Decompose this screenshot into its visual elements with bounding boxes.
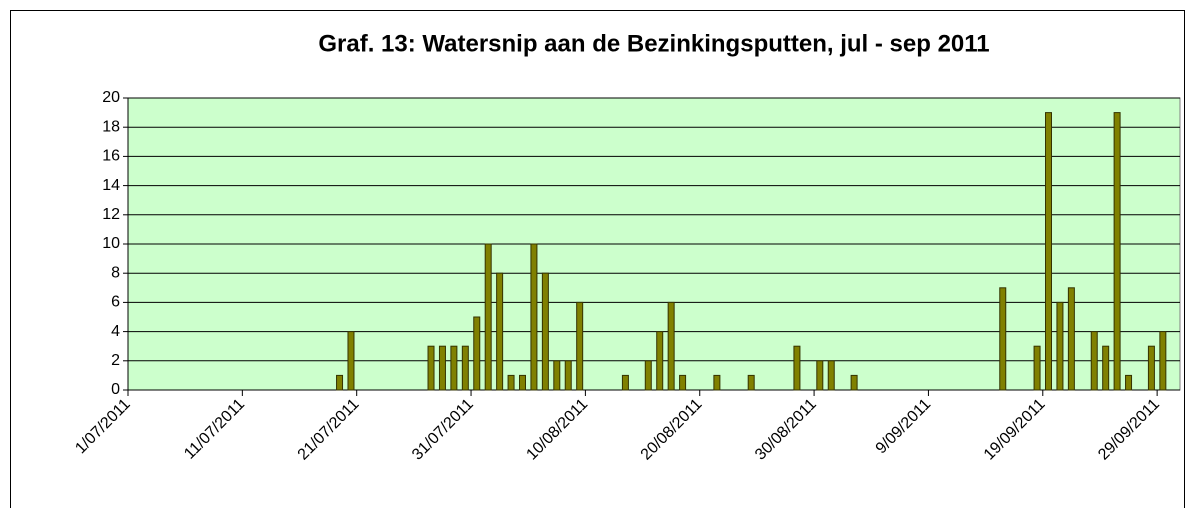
bar	[484, 243, 492, 391]
bar	[621, 374, 629, 391]
bar	[713, 374, 721, 391]
bar	[999, 287, 1007, 391]
y-tick-label: 2	[111, 352, 120, 369]
bar	[530, 243, 538, 391]
bar	[519, 374, 526, 391]
bar	[656, 331, 664, 391]
y-tick-label: 14	[102, 177, 120, 194]
y-tick-label: 20	[102, 89, 120, 106]
bar	[1090, 331, 1098, 391]
bar	[427, 345, 435, 391]
bar	[793, 345, 801, 391]
bar	[1147, 345, 1155, 391]
bar	[1033, 345, 1041, 391]
bar	[1159, 331, 1167, 391]
y-tick-label: 18	[102, 118, 120, 135]
bar	[1125, 374, 1133, 391]
y-tick-label: 10	[102, 235, 120, 252]
bar	[496, 272, 504, 391]
bar	[747, 374, 755, 391]
bar	[553, 360, 561, 391]
y-tick-label: 4	[111, 323, 120, 340]
bar	[507, 374, 515, 391]
y-tick-label: 6	[111, 294, 120, 311]
bar	[347, 331, 355, 391]
y-tick-label: 0	[111, 381, 120, 398]
bar	[1067, 287, 1075, 391]
bar	[1102, 345, 1110, 391]
y-tick-label: 8	[111, 264, 120, 281]
bar	[679, 374, 687, 391]
y-tick-label: 16	[102, 148, 120, 165]
bar	[541, 272, 549, 391]
bar	[827, 360, 835, 391]
bar	[850, 374, 858, 391]
bar	[816, 360, 824, 391]
bar	[450, 345, 458, 391]
bar	[461, 345, 469, 391]
bar	[1045, 112, 1052, 391]
bar	[438, 345, 446, 391]
bar	[336, 374, 344, 391]
bar	[667, 301, 675, 391]
bar	[473, 316, 481, 391]
bar	[564, 360, 572, 391]
bar	[644, 360, 652, 391]
bar	[1113, 112, 1121, 391]
chart-title: Graf. 13: Watersnip aan de Bezinkingsput…	[318, 30, 989, 57]
bar	[1056, 301, 1064, 391]
y-tick-label: 12	[102, 206, 120, 223]
bar	[576, 301, 584, 391]
